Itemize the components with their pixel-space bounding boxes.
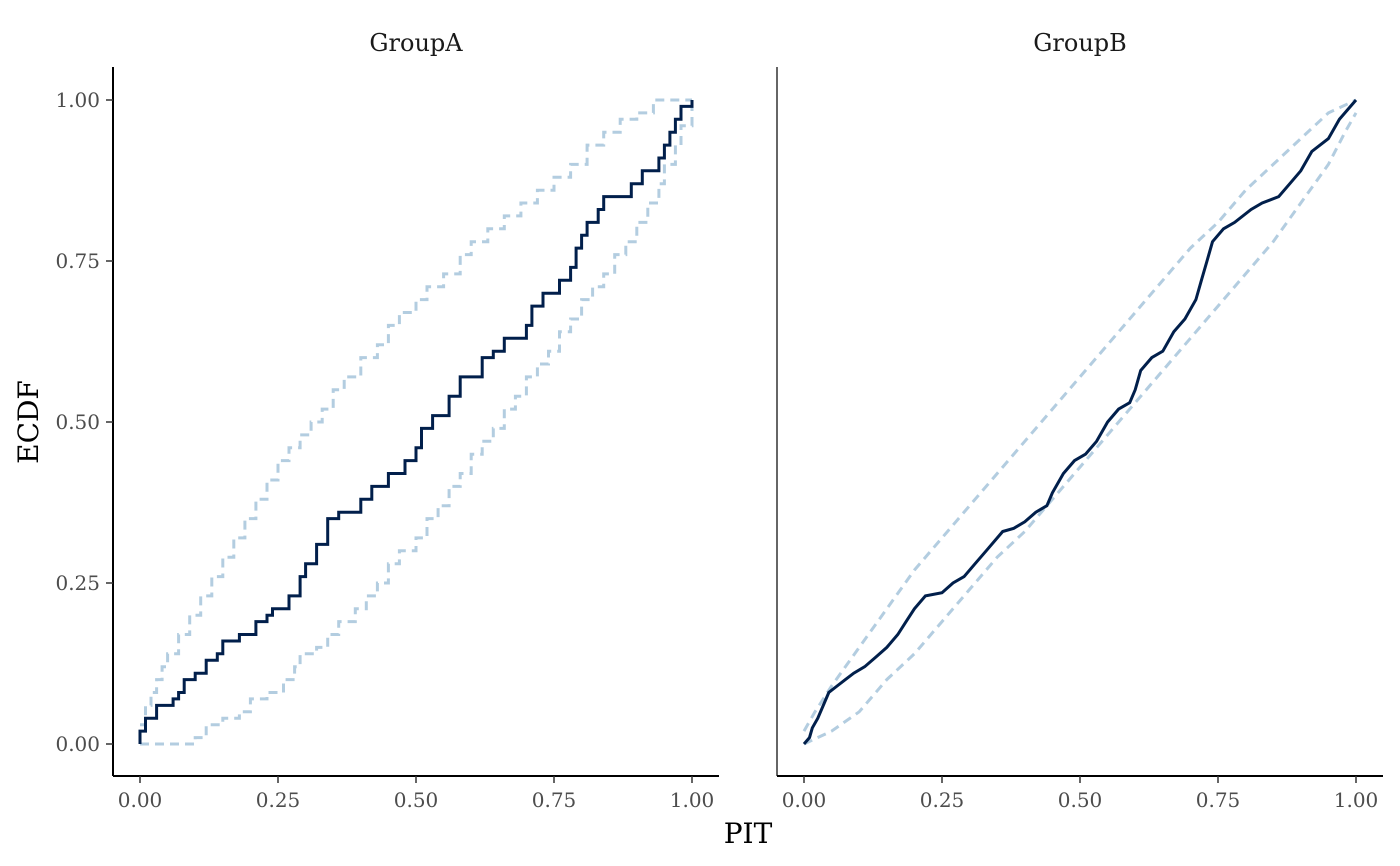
- panel-groupb: GroupB 0.00 0.25 0.50 0.75 1.00: [776, 29, 1383, 812]
- ecdf-layer-groupb: [802, 99, 1358, 745]
- y-tick-label: 1.00: [55, 88, 100, 112]
- y-tick-label: 0.75: [55, 249, 100, 273]
- x-tick-label: 1.00: [670, 788, 715, 812]
- band-lower-groupb: [803, 112, 1358, 746]
- x-tick-label: 0.00: [118, 788, 163, 812]
- y-tick-label: 0.25: [55, 571, 100, 595]
- band-lower-groupa: [140, 106, 694, 746]
- x-tick-label: 0.25: [920, 788, 965, 812]
- band-layer-groupa: [140, 98, 694, 746]
- facet-title-groupb: GroupB: [1033, 29, 1127, 57]
- x-tick-label: 1.00: [1334, 788, 1379, 812]
- ecdf-layer-groupa: [138, 100, 694, 744]
- x-axis-title: PIT: [724, 817, 773, 850]
- y-tick-label: 0.50: [55, 410, 100, 434]
- ecdf-line-groupb: [802, 99, 1358, 745]
- band-upper-groupa: [140, 98, 692, 727]
- x-tick-label: 0.50: [1058, 788, 1103, 812]
- x-tick-label: 0.50: [394, 788, 439, 812]
- x-tick-label: 0.75: [1196, 788, 1241, 812]
- x-tick-label: 0.25: [256, 788, 301, 812]
- band-upper-groupb: [802, 98, 1357, 732]
- x-tick-label: 0.75: [532, 788, 577, 812]
- y-tick-label: 0.00: [55, 732, 100, 756]
- facet-title-groupa: GroupA: [369, 29, 463, 57]
- y-axis-title: ECDF: [12, 380, 45, 464]
- x-axis-ticks-groupb: 0.00 0.25 0.50 0.75 1.00: [782, 776, 1379, 812]
- ecdf-line-groupa: [138, 100, 694, 744]
- panel-groupa: GroupA 0.00 0.25 0.50 0.75 1.00 0.00 0.2…: [55, 29, 719, 812]
- x-axis-ticks-groupa: 0.00 0.25 0.50 0.75 1.00: [118, 776, 715, 812]
- y-axis-ticks: 0.00 0.25 0.50 0.75 1.00: [55, 88, 113, 756]
- x-tick-label: 0.00: [782, 788, 827, 812]
- band-layer-groupb: [802, 98, 1358, 746]
